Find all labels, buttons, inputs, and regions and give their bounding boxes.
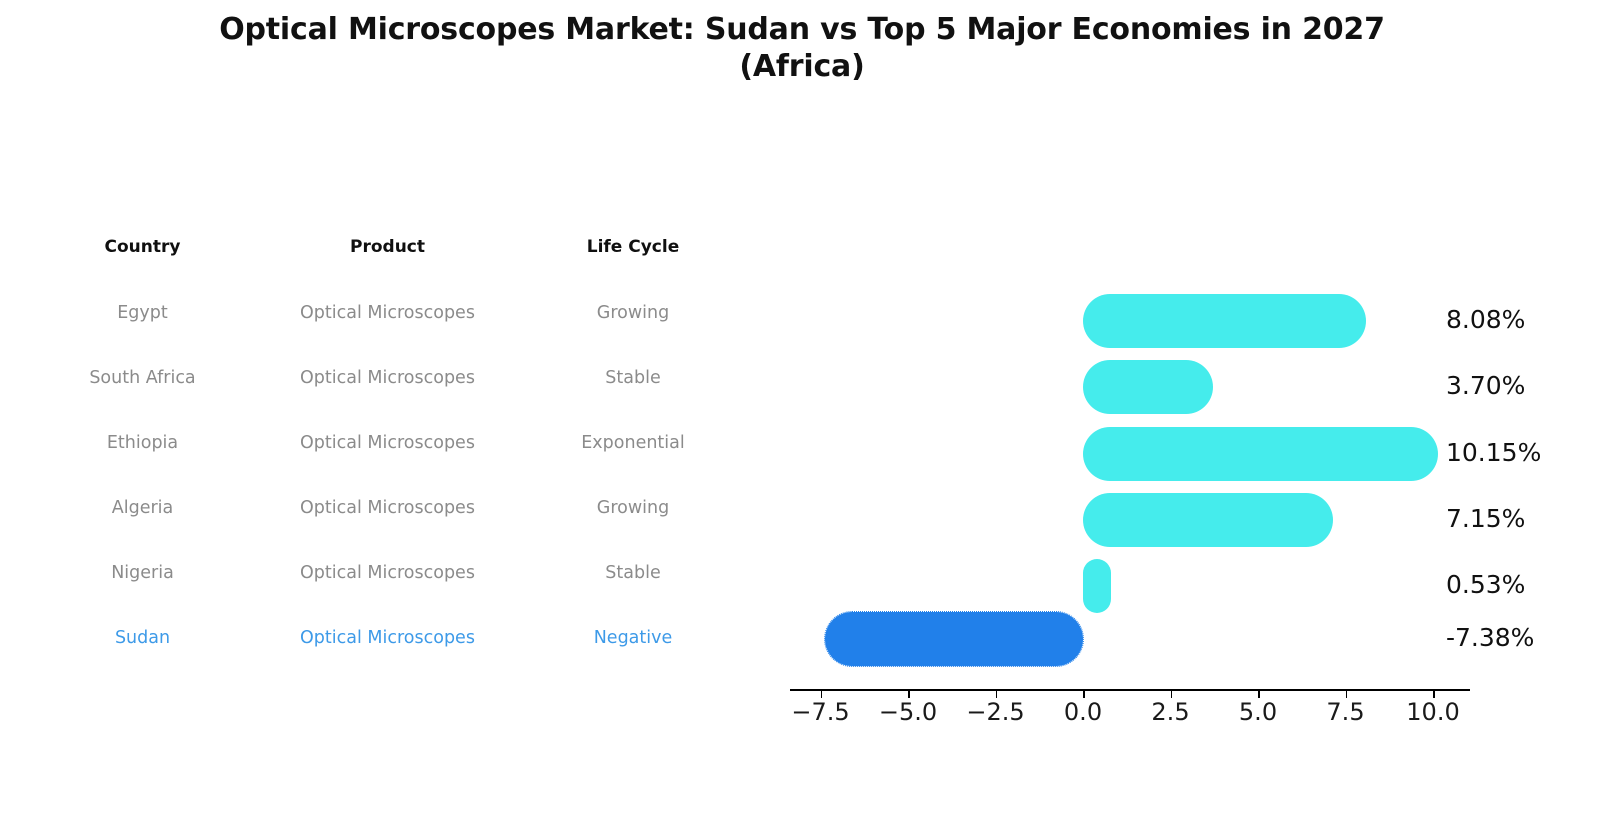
cell-country: South Africa: [89, 367, 196, 388]
table-row-highlighted: Sudan Optical Microscopes Negative: [20, 605, 756, 670]
x-tick-mark: [1258, 690, 1260, 698]
chart-title-line-1: Optical Microscopes Market: Sudan vs Top…: [219, 12, 1385, 47]
cell-country: Egypt: [117, 302, 168, 323]
cell-country: Nigeria: [111, 562, 174, 583]
x-axis-line: [790, 689, 1470, 691]
table-header-country: Country: [104, 237, 181, 257]
bar-value-label: 0.53%: [1446, 570, 1526, 599]
bar-sudan: [823, 611, 1084, 667]
cell-life-cycle: Negative: [593, 627, 673, 648]
chart-title: Optical Microscopes Market: Sudan vs Top…: [0, 12, 1604, 85]
table-row: Ethiopia Optical Microscopes Exponential: [20, 410, 756, 475]
table-row: Algeria Optical Microscopes Growing: [20, 475, 756, 540]
x-tick-label: 7.5: [1326, 698, 1365, 726]
bar-value-label: 7.15%: [1446, 504, 1526, 533]
x-tick-mark: [1170, 690, 1173, 698]
cell-life-cycle: Stable: [605, 367, 661, 388]
market-table: Country Product Life Cycle Egypt Optical…: [20, 214, 756, 670]
cell-country: Ethiopia: [106, 432, 179, 453]
cell-product: Optical Microscopes: [300, 432, 475, 453]
cell-life-cycle: Growing: [596, 302, 670, 323]
table-row: Egypt Optical Microscopes Growing: [20, 280, 756, 345]
table-row: Nigeria Optical Microscopes Stable: [20, 540, 756, 605]
market-table-panel: Country Product Life Cycle Egypt Optical…: [20, 214, 756, 670]
x-tick-label: −7.5: [791, 698, 850, 726]
x-tick-mark: [1083, 690, 1085, 698]
chart-title-line-2: (Africa): [739, 48, 865, 84]
bar-ethiopia: [1083, 427, 1439, 481]
table-header-row: Country Product Life Cycle: [20, 214, 756, 280]
table-header-product: Product: [350, 237, 425, 257]
cell-country: Algeria: [111, 497, 174, 518]
table-row: South Africa Optical Microscopes Stable: [20, 345, 756, 410]
cell-life-cycle: Exponential: [581, 432, 685, 453]
cell-product: Optical Microscopes: [300, 367, 475, 388]
x-tick-label: 5.0: [1238, 698, 1278, 726]
x-tick-label: 0.0: [1063, 698, 1103, 726]
bar-value-label: 3.70%: [1446, 371, 1526, 400]
bar-value-label: 10.15%: [1446, 438, 1542, 467]
x-tick-mark: [908, 690, 910, 698]
bar-value-label: 8.08%: [1446, 305, 1526, 334]
x-tick-mark: [820, 690, 823, 698]
cell-product: Optical Microscopes: [300, 627, 475, 648]
bar-nigeria: [1083, 559, 1111, 613]
x-tick-mark: [995, 690, 998, 698]
cell-product: Optical Microscopes: [300, 302, 475, 323]
x-tick-label: −5.0: [878, 698, 938, 726]
bar-algeria: [1083, 493, 1334, 547]
bar-south-africa: [1083, 360, 1213, 414]
table-header-life-cycle: Life Cycle: [586, 237, 680, 257]
cell-product: Optical Microscopes: [300, 562, 475, 583]
x-tick-mark: [1345, 690, 1348, 698]
cell-life-cycle: Stable: [605, 562, 661, 583]
bar-value-label: -7.38%: [1446, 623, 1535, 652]
bar-egypt: [1083, 294, 1366, 348]
x-tick-label: 10.0: [1406, 698, 1460, 726]
x-tick-mark: [1433, 690, 1435, 698]
x-tick-label: −2.5: [966, 698, 1025, 726]
cell-product: Optical Microscopes: [300, 497, 475, 518]
cell-country: Sudan: [114, 627, 171, 648]
x-tick-label: 2.5: [1151, 698, 1190, 726]
cell-life-cycle: Growing: [596, 497, 670, 518]
